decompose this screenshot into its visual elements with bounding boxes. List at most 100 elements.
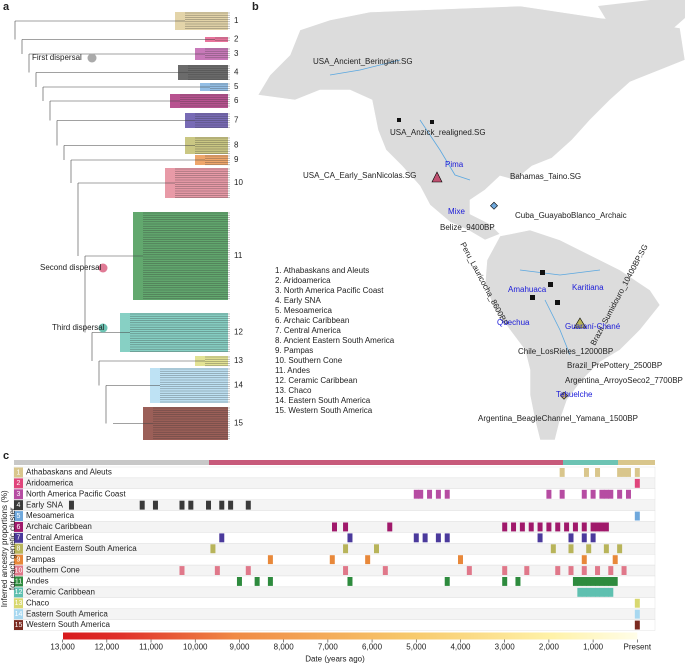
x-tick-label: 13,000 [50, 643, 75, 652]
sample-bar [555, 566, 561, 575]
dispersal-label: Second dispersal [40, 263, 102, 272]
cluster-number: 8 [234, 141, 239, 150]
sample-bar [528, 522, 534, 532]
sample-label: Chile_LosRieles_12000BP [518, 347, 613, 356]
sample-bar [519, 522, 525, 532]
sample-bar [559, 489, 565, 499]
row-number: 14 [15, 611, 23, 618]
row-swatch [14, 500, 23, 511]
sample-label: Argentina_BeagleChannel_Yamana_1500BP [478, 414, 638, 423]
x-tick-label: 1,000 [583, 643, 604, 652]
sample-bar [581, 555, 587, 565]
row-label: Archaic Caribbean [26, 522, 92, 531]
sample-bar [590, 489, 596, 499]
row-label: Mesoamerica [26, 511, 75, 520]
row-number: 7 [17, 535, 21, 542]
population-label: Guaraní-Chané [565, 322, 621, 331]
sample-bar [444, 577, 450, 586]
sample-label: Brazil_PrePottery_2500BP [567, 361, 662, 370]
sample-bar [599, 577, 605, 586]
row-label: Western South America [26, 620, 110, 629]
sample-bar [595, 468, 601, 477]
sample-bar [219, 533, 225, 543]
cluster-number: 4 [234, 68, 239, 77]
sample-bar [457, 555, 463, 565]
row-label: Southern Cone [26, 566, 80, 575]
sample-label: USA_Anzick_realigned.SG [390, 128, 486, 137]
legend-entry: 10. Southern Cone [275, 356, 343, 365]
sample-bar [625, 489, 631, 499]
sample-bar [555, 522, 561, 532]
sample-bar [210, 544, 216, 554]
cluster-number: 5 [234, 82, 239, 91]
sample-label: Bahamas_Taino.SG [510, 172, 581, 181]
sample-bar [254, 577, 260, 586]
sample-bar [634, 511, 640, 521]
sample-bar [546, 522, 552, 532]
dispersal-label: First dispersal [32, 53, 82, 62]
sample-bar [559, 468, 565, 477]
sample-bar [595, 566, 601, 575]
sample-bar [595, 522, 601, 532]
x-tick-label: 9,000 [229, 643, 250, 652]
sample-bar [228, 500, 234, 510]
sample-bar [382, 566, 388, 575]
cluster-box [150, 368, 228, 403]
sample-bar [612, 555, 618, 565]
x-tick-label: 2,000 [539, 643, 560, 652]
sample-bar [603, 544, 609, 554]
sample-bar [621, 566, 627, 575]
sample-label: Argentina_ArroyoSeco2_7700BP [565, 376, 683, 385]
sample-bar [634, 609, 640, 619]
population-label: Quechua [497, 318, 530, 327]
sample-bar [245, 566, 251, 575]
x-axis-label: Date (years ago) [305, 655, 365, 663]
sample-bar [427, 489, 433, 499]
legend-entry: 8. Ancient Eastern South America [275, 336, 395, 345]
sample-bar [617, 489, 623, 499]
time-gradient [63, 632, 638, 640]
cluster-number: 6 [234, 96, 239, 105]
sample-bar [466, 566, 472, 575]
legend-entry: 7. Central America [275, 326, 341, 335]
row-swatch [14, 620, 23, 630]
sample-bar [444, 489, 450, 499]
row-swatch [14, 467, 23, 478]
sample-bar [603, 587, 609, 597]
cluster-number: 9 [234, 155, 239, 164]
row-swatch [14, 598, 23, 609]
row-number: 12 [15, 589, 23, 596]
cluster-number: 10 [234, 178, 243, 187]
row-label: Eastern South America [26, 609, 108, 618]
sample-bar [139, 500, 145, 510]
sample-bar [347, 577, 353, 586]
row-label: Ancient Eastern South America [26, 544, 137, 553]
sample-bar [634, 468, 640, 477]
panel-label: c [3, 450, 9, 462]
sample-bar [568, 566, 574, 575]
row-number: 2 [17, 480, 21, 487]
row-bg [13, 575, 656, 588]
sample-bar [625, 468, 631, 477]
sample-bar [343, 566, 349, 575]
row-label: Pampas [26, 555, 55, 564]
sample-bar [608, 577, 614, 586]
cluster-box [195, 48, 228, 60]
sample-bar [267, 577, 273, 586]
row-label: Athabaskans and Aleuts [26, 468, 112, 477]
sample-bar [599, 587, 605, 597]
x-tick-label: 8,000 [274, 643, 295, 652]
sample-bar [617, 468, 623, 477]
x-tick-label: 11,000 [139, 643, 163, 652]
sample-bar [347, 533, 353, 543]
sample-bar [245, 500, 251, 510]
sample-bar [608, 566, 614, 575]
row-swatch [14, 511, 23, 521]
cluster-box [170, 94, 228, 108]
sample-bar [515, 577, 521, 586]
sample-bar [577, 587, 583, 597]
dispersal-label: Third dispersal [52, 323, 105, 332]
legend-entry: 13. Chaco [275, 386, 312, 395]
row-bg [13, 499, 656, 511]
panel-label: a [3, 1, 10, 13]
